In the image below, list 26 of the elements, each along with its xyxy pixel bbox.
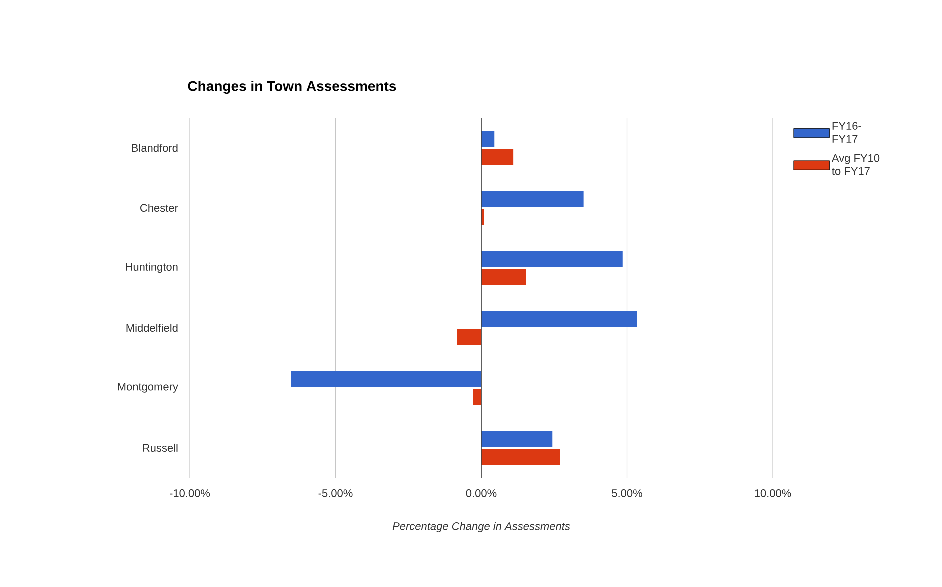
bar: [482, 449, 560, 466]
x-tick-label: 0.00%: [466, 490, 497, 498]
legend-label: Avg FY10 to FY17: [832, 154, 880, 176]
bar: [457, 329, 482, 346]
x-axis-title: Percentage Change in Assessments: [392, 522, 570, 532]
y-tick-label: Blandford: [132, 144, 178, 152]
y-tick-label: Chester: [140, 204, 178, 212]
y-tick-label: Russell: [143, 444, 178, 452]
y-tick-label: Montgomery: [118, 383, 178, 393]
bar: [482, 251, 623, 268]
bar: [482, 131, 495, 148]
bar: [482, 269, 526, 286]
bar: [482, 431, 553, 448]
y-tick-label: Middelfield: [126, 324, 178, 332]
bar: [482, 191, 584, 208]
legend-label: FY16-FY17: [832, 122, 862, 143]
bar: [482, 311, 638, 328]
y-tick-label: Huntington: [126, 262, 178, 274]
x-tick-label: -10.00%: [170, 490, 210, 498]
bar: [482, 149, 514, 166]
bar: [291, 371, 482, 388]
bar: [473, 389, 482, 406]
x-tick-label: 10.00%: [755, 490, 792, 498]
x-tick-label: -5.00%: [318, 490, 353, 498]
x-tick-label: 5.00%: [612, 490, 642, 498]
chart-title: Changes in Town Assessments: [188, 80, 396, 94]
